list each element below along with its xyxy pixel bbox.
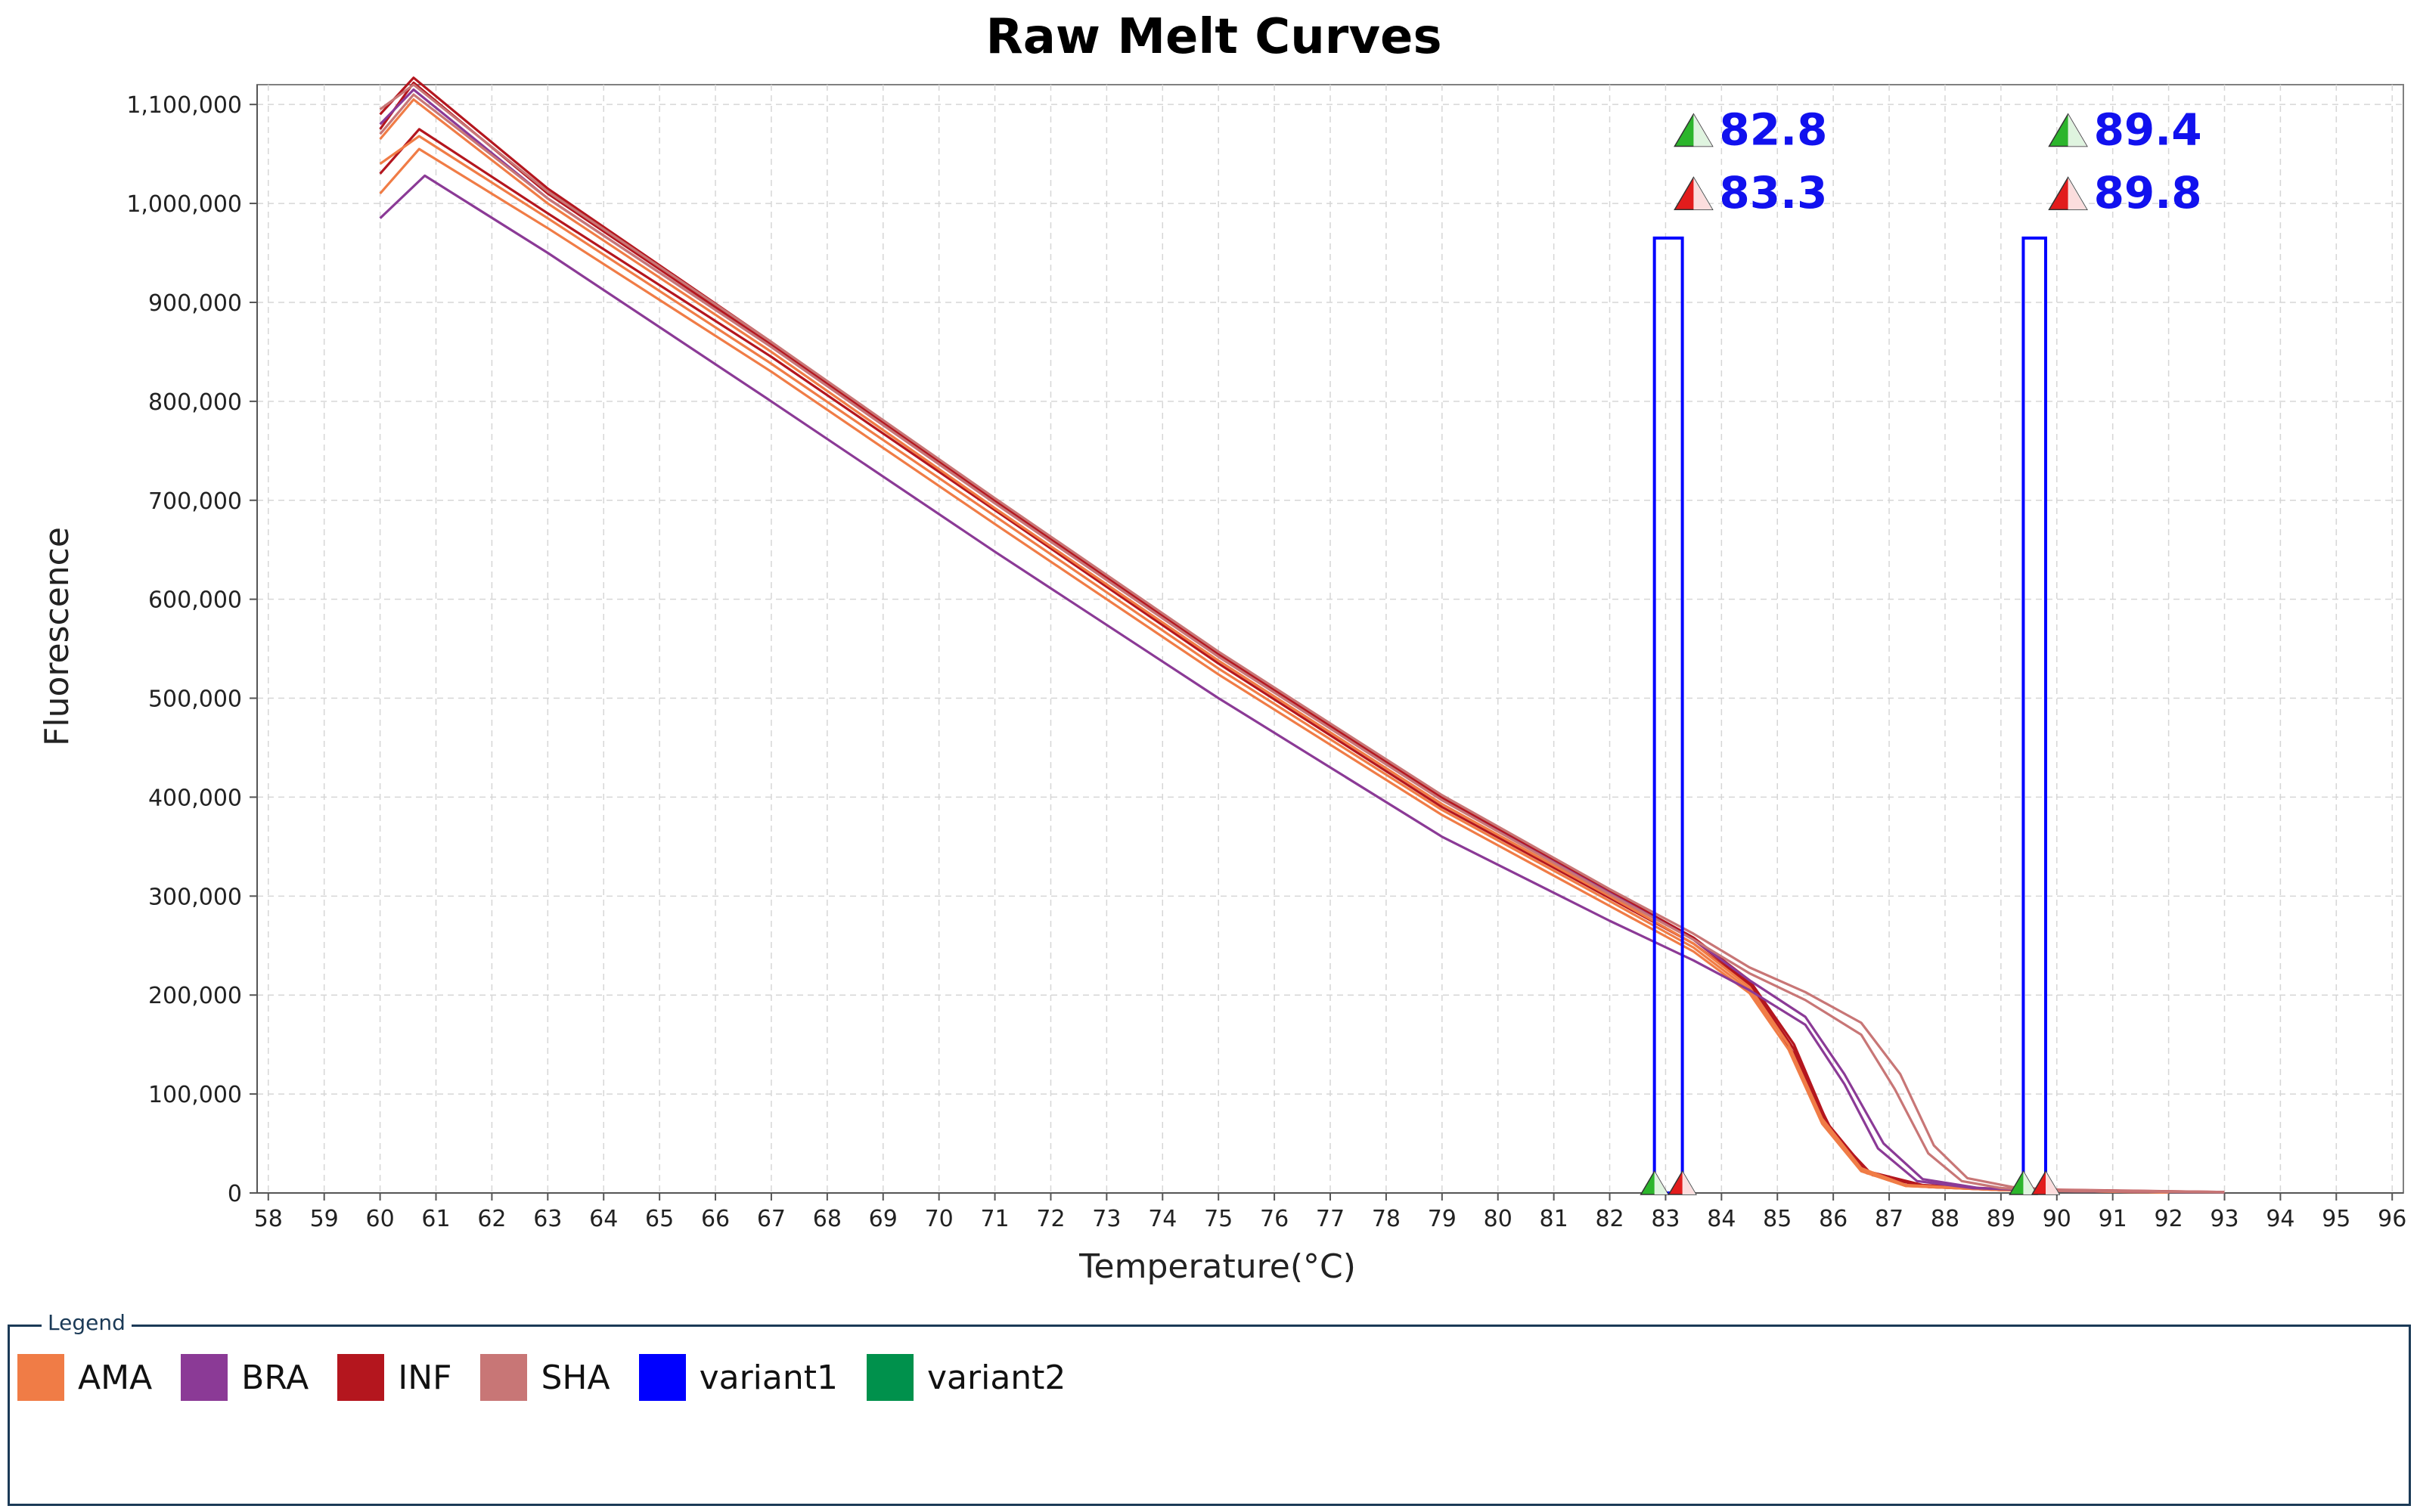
y-tick-label: 0: [228, 1181, 242, 1207]
legend-item-variant1: variant1: [638, 1354, 838, 1401]
x-tick-label: 85: [1763, 1206, 1792, 1232]
x-tick-label: 88: [1931, 1206, 1959, 1232]
axis-marker-triangle-icon-highlight: [1654, 1171, 1668, 1194]
legend-item-bra: BRA: [181, 1354, 309, 1401]
x-tick-label: 94: [2266, 1206, 2294, 1232]
marker-triangle-icon-highlight: [2068, 177, 2087, 210]
legend-label: INF: [398, 1358, 452, 1397]
y-tick-label: 100,000: [148, 1082, 242, 1108]
marker-triangle-icon-highlight: [2068, 113, 2087, 147]
x-tick-label: 92: [2155, 1206, 2183, 1232]
x-tick-label: 75: [1204, 1206, 1233, 1232]
marker-triangle-icon-highlight: [1693, 113, 1713, 147]
x-tick-label: 64: [589, 1206, 618, 1232]
x-tick-label: 81: [1540, 1206, 1568, 1232]
legend-swatch: [480, 1354, 528, 1401]
x-tick-label: 60: [366, 1206, 395, 1232]
y-tick-label: 200,000: [148, 983, 242, 1009]
x-tick-label: 82: [1595, 1206, 1624, 1232]
y-tick-label: 1,100,000: [126, 92, 242, 119]
legend-swatch: [337, 1354, 385, 1401]
x-tick-label: 69: [869, 1206, 898, 1232]
axis-marker-triangle-icon-highlight: [2023, 1171, 2037, 1194]
x-tick-label: 89: [1987, 1206, 2015, 1232]
legend-label: variant2: [927, 1358, 1066, 1397]
legend: Legend AMA BRA INF SHA variant1 variant2: [8, 1310, 2411, 1506]
series-line-inf: [379, 76, 2225, 1194]
x-tick-label: 79: [1428, 1206, 1457, 1232]
x-tick-label: 80: [1484, 1206, 1512, 1232]
legend-item-ama: AMA: [17, 1354, 152, 1401]
x-tick-label: 76: [1260, 1206, 1289, 1232]
x-tick-label: 83: [1651, 1206, 1680, 1232]
axis-marker-triangle-icon-highlight: [1682, 1171, 1696, 1194]
y-tick-label: 300,000: [148, 884, 242, 910]
x-tick-label: 61: [421, 1206, 450, 1232]
marker-label: 82.8: [1719, 104, 1827, 155]
marker-label: 89.8: [2094, 167, 2202, 218]
x-tick-label: 87: [1875, 1206, 1903, 1232]
x-tick-label: 68: [813, 1206, 842, 1232]
y-axis-title: Fluorescence: [38, 527, 76, 746]
variant-region-box: [1652, 236, 1684, 1195]
legend-label: BRA: [241, 1358, 309, 1397]
x-tick-label: 95: [2322, 1206, 2350, 1232]
legend-item-sha: SHA: [480, 1354, 610, 1401]
legend-swatch: [867, 1354, 914, 1401]
series-line-sha: [379, 93, 2225, 1194]
x-tick-label: 77: [1316, 1206, 1345, 1232]
y-tick-label: 600,000: [148, 587, 242, 614]
y-tick-label: 400,000: [148, 785, 242, 811]
legend-title: Legend: [42, 1310, 132, 1335]
x-axis-title: Temperature(°C): [1078, 1247, 1356, 1286]
legend-swatch: [17, 1354, 64, 1401]
series-line-bra: [379, 174, 2225, 1194]
y-tick-label: 1,000,000: [126, 191, 242, 218]
x-tick-label: 78: [1372, 1206, 1401, 1232]
x-tick-label: 66: [701, 1206, 730, 1232]
legend-items: AMA BRA INF SHA variant1 variant2: [17, 1354, 1094, 1401]
x-tick-label: 96: [2378, 1206, 2406, 1232]
x-tick-label: 62: [477, 1206, 506, 1232]
melt-curve-chart: Raw Melt Curves 58 59 60 61 62 63 64 65 66 67 68 69…: [38, 9, 2406, 1286]
chart-title: Raw Melt Curves: [985, 9, 1441, 65]
legend-item-inf: INF: [337, 1354, 451, 1401]
x-tick-label: 91: [2099, 1206, 2127, 1232]
legend-swatch: [638, 1354, 686, 1401]
x-tick-label: 84: [1707, 1206, 1736, 1232]
x-tick-label: 74: [1148, 1206, 1177, 1232]
x-tick-label: 71: [980, 1206, 1009, 1232]
x-tick-label: 67: [757, 1206, 786, 1232]
x-tick-label: 65: [645, 1206, 674, 1232]
x-tick-label: 72: [1036, 1206, 1065, 1232]
y-tick-label: 900,000: [148, 290, 242, 317]
x-tick-label: 86: [1819, 1206, 1848, 1232]
x-tick-label: 63: [533, 1206, 562, 1232]
marker-label: 83.3: [1719, 167, 1827, 218]
x-tick-label: 73: [1092, 1206, 1121, 1232]
legend-item-variant2: variant2: [867, 1354, 1066, 1401]
y-tick-label: 500,000: [148, 686, 242, 713]
legend-swatch: [181, 1354, 228, 1401]
series-line-ama: [379, 135, 2169, 1194]
x-tick-label: 59: [310, 1206, 339, 1232]
legend-label: SHA: [541, 1358, 610, 1397]
legend-label: variant1: [699, 1358, 838, 1397]
x-tick-label: 58: [254, 1206, 283, 1232]
series-line-ama: [379, 98, 2169, 1194]
axis-marker-triangle-icon-highlight: [2046, 1171, 2059, 1194]
legend-label: AMA: [78, 1358, 153, 1397]
x-tick-label: 90: [2043, 1206, 2071, 1232]
marker-label: 89.4: [2094, 104, 2202, 155]
marker-triangle-icon-highlight: [1693, 177, 1713, 210]
y-tick-label: 700,000: [148, 488, 242, 515]
x-tick-label: 93: [2210, 1206, 2238, 1232]
x-tick-label: 70: [925, 1206, 954, 1232]
series-line-sha: [379, 83, 2225, 1194]
y-tick-label: 800,000: [148, 389, 242, 416]
